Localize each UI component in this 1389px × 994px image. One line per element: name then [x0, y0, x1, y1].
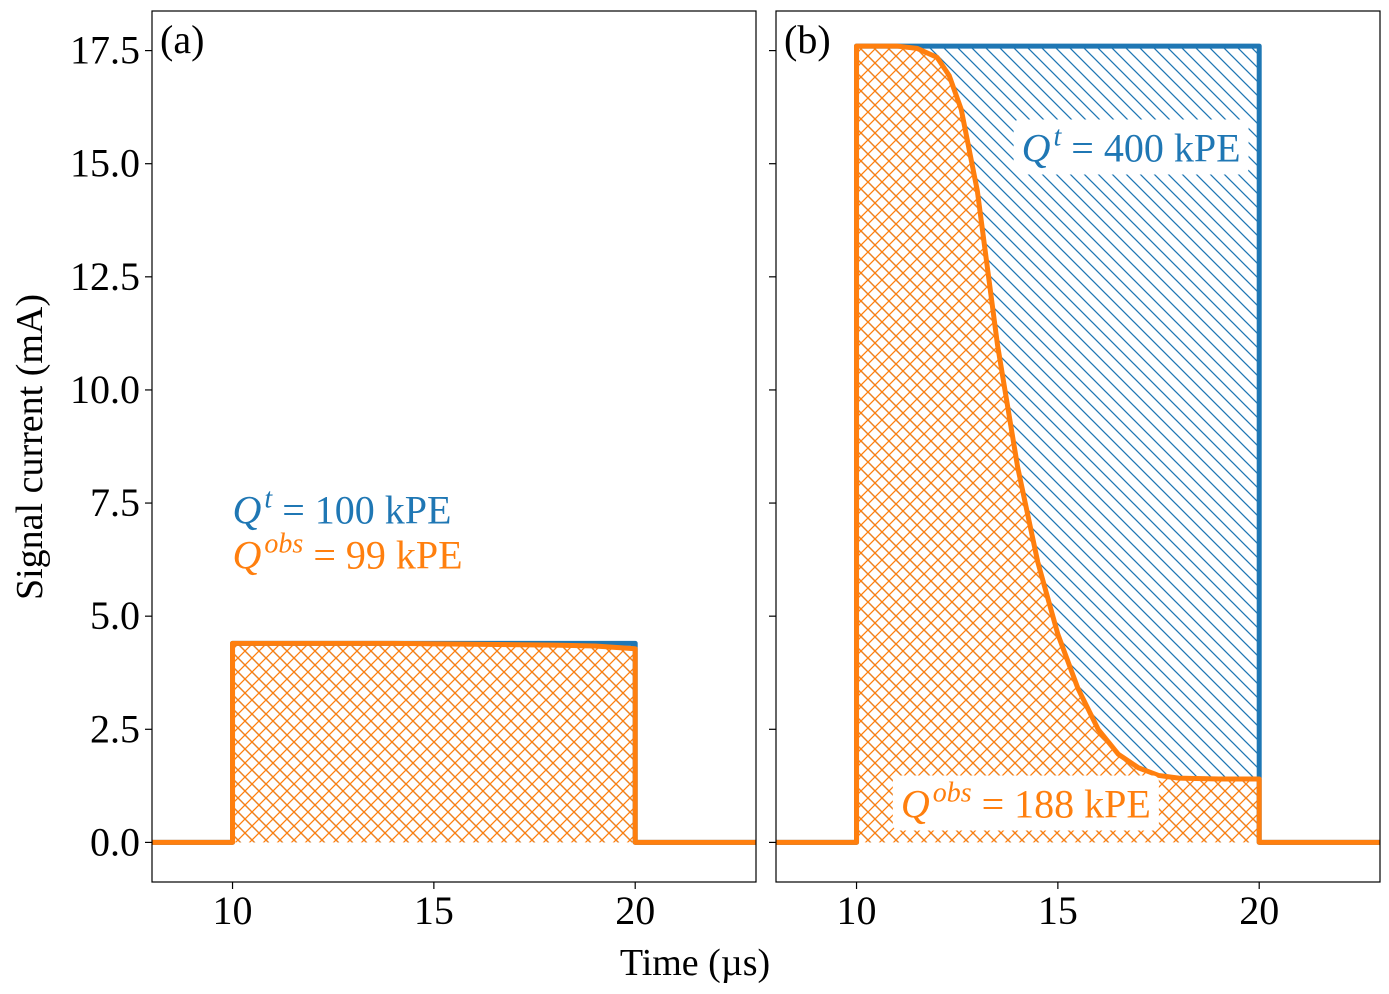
y-tick-label: 0.0 — [90, 819, 140, 864]
x-axis-label: Time (µs) — [620, 942, 770, 984]
y-tick-label: 15.0 — [70, 141, 140, 186]
annotation-superscript: t — [1054, 121, 1063, 152]
panel-a: 10 15 20 0.0 2.5 5.0 7.5 10.0 12.5 15.0 17.5 (a) Q t … — [70, 10, 757, 933]
y-tick-label: 5.0 — [90, 593, 140, 638]
y-tick-label: 7.5 — [90, 480, 140, 525]
series-fill-observed — [152, 643, 756, 843]
y-tick-label: 2.5 — [90, 706, 140, 751]
panel-label: (a) — [160, 17, 204, 62]
annotation-value: = 188 kPE — [972, 782, 1151, 827]
x-tick-label: 15 — [1038, 888, 1078, 933]
y-axis-label: Signal current (mA) — [9, 294, 51, 600]
plot-area — [152, 640, 756, 845]
annotation-symbol: Q — [901, 782, 930, 827]
x-tick-label: 15 — [414, 888, 454, 933]
annotation-superscript: obs — [933, 778, 972, 809]
annotation-box — [1013, 119, 1249, 175]
x-tick-label: 10 — [837, 888, 877, 933]
annotation-value: = 99 kPE — [303, 533, 462, 578]
annotation-symbol: Q — [233, 533, 262, 578]
annotation-superscript: obs — [264, 529, 303, 560]
x-tick-label: 10 — [213, 888, 253, 933]
axes-frame — [775, 10, 1381, 883]
plot-area — [776, 43, 1380, 845]
panel-label: (b) — [784, 17, 831, 62]
annotation-symbol: Q — [233, 487, 262, 532]
annotation-value: = 100 kPE — [272, 487, 451, 532]
annotation-superscript: t — [264, 483, 273, 514]
y-tick-label: 17.5 — [70, 28, 140, 73]
axes-frame — [151, 10, 757, 883]
y-tick-label: 12.5 — [70, 254, 140, 299]
series-line-observed — [776, 43, 1380, 845]
x-tick-label: 20 — [615, 888, 655, 933]
annotation-symbol: Q — [1022, 125, 1051, 170]
series-line-observed — [152, 640, 756, 845]
annotation-value: = 400 kPE — [1061, 125, 1240, 170]
series-fill-observed — [776, 46, 1380, 843]
annotation-box — [892, 775, 1159, 831]
x-tick-label: 20 — [1239, 888, 1279, 933]
y-tick-label: 10.0 — [70, 367, 140, 412]
